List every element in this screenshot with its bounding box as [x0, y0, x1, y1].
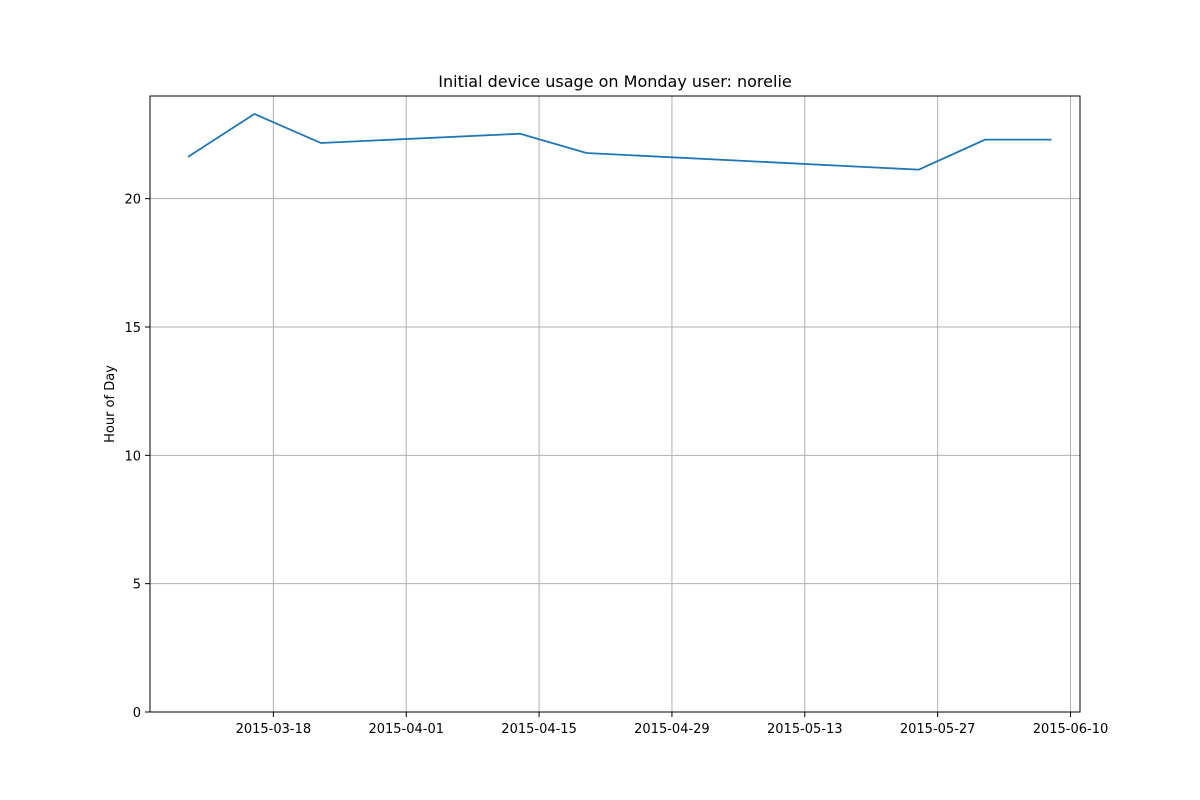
y-axis-ticks: 0 5 10 15 20 [124, 193, 150, 721]
x-tick-label: 2015-04-15 [501, 722, 577, 737]
x-tick-label: 2015-05-27 [900, 722, 976, 737]
plot-frame [149, 95, 1081, 713]
x-axis-ticks: 2015-03-18 2015-04-01 2015-04-15 2015-04-29… [236, 712, 1109, 737]
y-tick-label: 20 [124, 193, 141, 208]
y-tick-label: 0 [133, 706, 141, 721]
y-tick-label: 5 [133, 578, 141, 593]
chart-title: Initial device usage on Monday user: nor… [438, 72, 791, 91]
x-tick-label: 2015-03-18 [236, 722, 312, 737]
series-layer [187, 113, 1052, 171]
x-tick-label: 2015-04-01 [368, 722, 444, 737]
x-tick-label: 2015-05-13 [767, 722, 843, 737]
series-line [187, 113, 1052, 171]
y-tick-label: 15 [124, 321, 141, 336]
grid [150, 96, 1080, 713]
y-tick-label: 10 [124, 449, 141, 464]
y-axis-label: Hour of Day [103, 365, 118, 443]
x-tick-label: 2015-04-29 [634, 722, 710, 737]
x-tick-label: 2015-06-10 [1033, 722, 1109, 737]
